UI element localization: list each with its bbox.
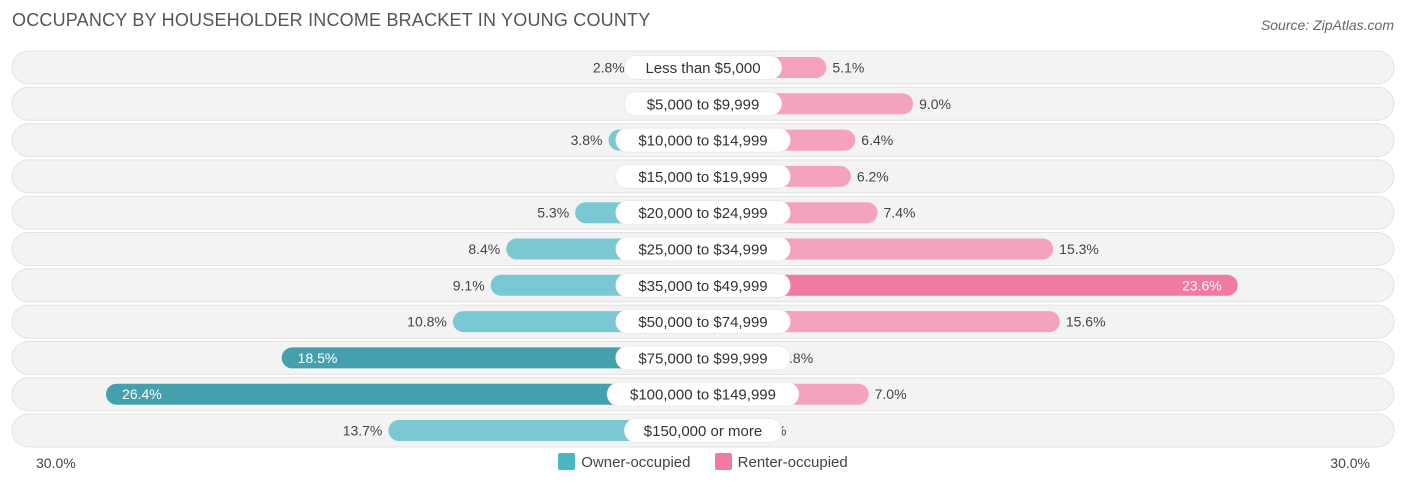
axis-label-left: 30.0% <box>36 455 76 471</box>
bar-row[interactable]: 10.8% 15.6% $50,000 to $74,999 <box>11 304 1395 339</box>
value-label-renter: 6.4% <box>861 132 893 148</box>
value-label-owner: 26.4% <box>122 386 162 402</box>
category-pill <box>606 381 800 407</box>
category-pill <box>615 345 791 371</box>
category-pill <box>623 418 783 443</box>
bar-row[interactable]: 13.7%1.6%$150,000 or more <box>11 413 1395 448</box>
value-label-owner: 10.8% <box>407 314 447 330</box>
value-label-renter: 23.6% <box>1182 277 1222 293</box>
category-pill <box>615 164 791 189</box>
bar-row[interactable]: 0.63%6.2%$15,000 to $19,999 <box>11 159 1395 194</box>
category-label: $50,000 to $74,999 <box>638 314 767 331</box>
category-label: $100,000 to $149,999 <box>630 387 776 404</box>
legend-label-renter: Renter-occupied <box>737 454 848 472</box>
value-label-owner: 5.3% <box>537 205 569 221</box>
bar-row[interactable]: 5.3% 7.4% $20,000 to $24,999 <box>11 195 1395 230</box>
legend-item-owner[interactable]: Owner-occupied <box>558 453 690 471</box>
bar-row[interactable]: 3.8% 6.4% $10,000 to $14,999 <box>11 123 1395 158</box>
value-label-renter: 7.4% <box>884 205 916 221</box>
legend-item-renter[interactable]: Renter-occupied <box>714 453 848 472</box>
category-label: Less than $5,000 <box>645 60 760 77</box>
chart-plot: 2.8%5.1%Less than $5,0000.45%9.0%$5,000 … <box>11 50 1395 448</box>
legend-swatch-renter <box>714 453 732 471</box>
value-label-owner: 13.7% <box>343 423 383 439</box>
axis-label-right: 30.0% <box>1330 455 1370 471</box>
chart-title: OCCUPANCY BY HOUSEHOLDER INCOME BRACKET … <box>12 10 651 30</box>
legend-label-owner: Owner-occupied <box>581 454 691 472</box>
bar-row[interactable]: 8.4% 15.3% $25,000 to $34,999 <box>11 232 1395 266</box>
bar-row[interactable]: 2.8% 5.1% Less than $5,000 <box>11 50 1395 85</box>
value-label-owner: 2.8% <box>593 60 625 76</box>
category-pill <box>623 55 783 80</box>
category-pill <box>623 91 783 117</box>
chart-source: Source: ZipAtlas.com <box>1260 17 1394 33</box>
value-label-renter: 7.0% <box>875 386 907 402</box>
category-pill <box>615 127 791 153</box>
category-label: $25,000 to $34,999 <box>638 242 767 259</box>
category-pill <box>615 273 791 298</box>
value-label-renter: 6.2% <box>857 168 889 184</box>
value-label-renter: 5.1% <box>832 60 864 76</box>
category-label: $150,000 or more <box>644 423 762 440</box>
category-pill <box>615 309 791 334</box>
bar-renter <box>693 274 1238 296</box>
bar-row[interactable]: 0.45%9.0%$5,000 to $9,999 <box>11 86 1395 121</box>
category-label: $75,000 to $99,999 <box>638 350 767 367</box>
bar-row[interactable]: 18.5% 2.8%$75,000 to $99,999 <box>11 340 1395 375</box>
value-label-owner: 18.5% <box>298 350 338 366</box>
value-label-renter: 9.0% <box>919 96 951 112</box>
legend-swatch-owner <box>558 453 576 471</box>
bar-row[interactable]: 9.1% 23.6% $35,000 to $49,999 <box>11 268 1395 303</box>
category-label: $35,000 to $49,999 <box>638 278 767 295</box>
value-label-renter: 15.6% <box>1066 314 1106 330</box>
bar-owner <box>106 383 714 405</box>
bar-owner <box>281 347 713 369</box>
category-label: $15,000 to $19,999 <box>638 169 767 186</box>
category-pill <box>615 200 791 225</box>
category-label: $10,000 to $14,999 <box>638 133 767 150</box>
category-pill <box>615 236 791 262</box>
value-label-owner: 8.4% <box>468 241 500 257</box>
chart-legend: Owner-occupied Renter-occupied <box>0 453 1406 471</box>
value-label-owner: 9.1% <box>453 277 485 293</box>
value-label-renter: 15.3% <box>1059 241 1099 257</box>
bar-row[interactable]: 26.4% 7.0% $100,000 to $149,999 <box>11 377 1395 412</box>
category-label: $20,000 to $24,999 <box>638 205 767 222</box>
value-label-owner: 3.8% <box>571 132 603 148</box>
category-label: $5,000 to $9,999 <box>647 96 760 113</box>
